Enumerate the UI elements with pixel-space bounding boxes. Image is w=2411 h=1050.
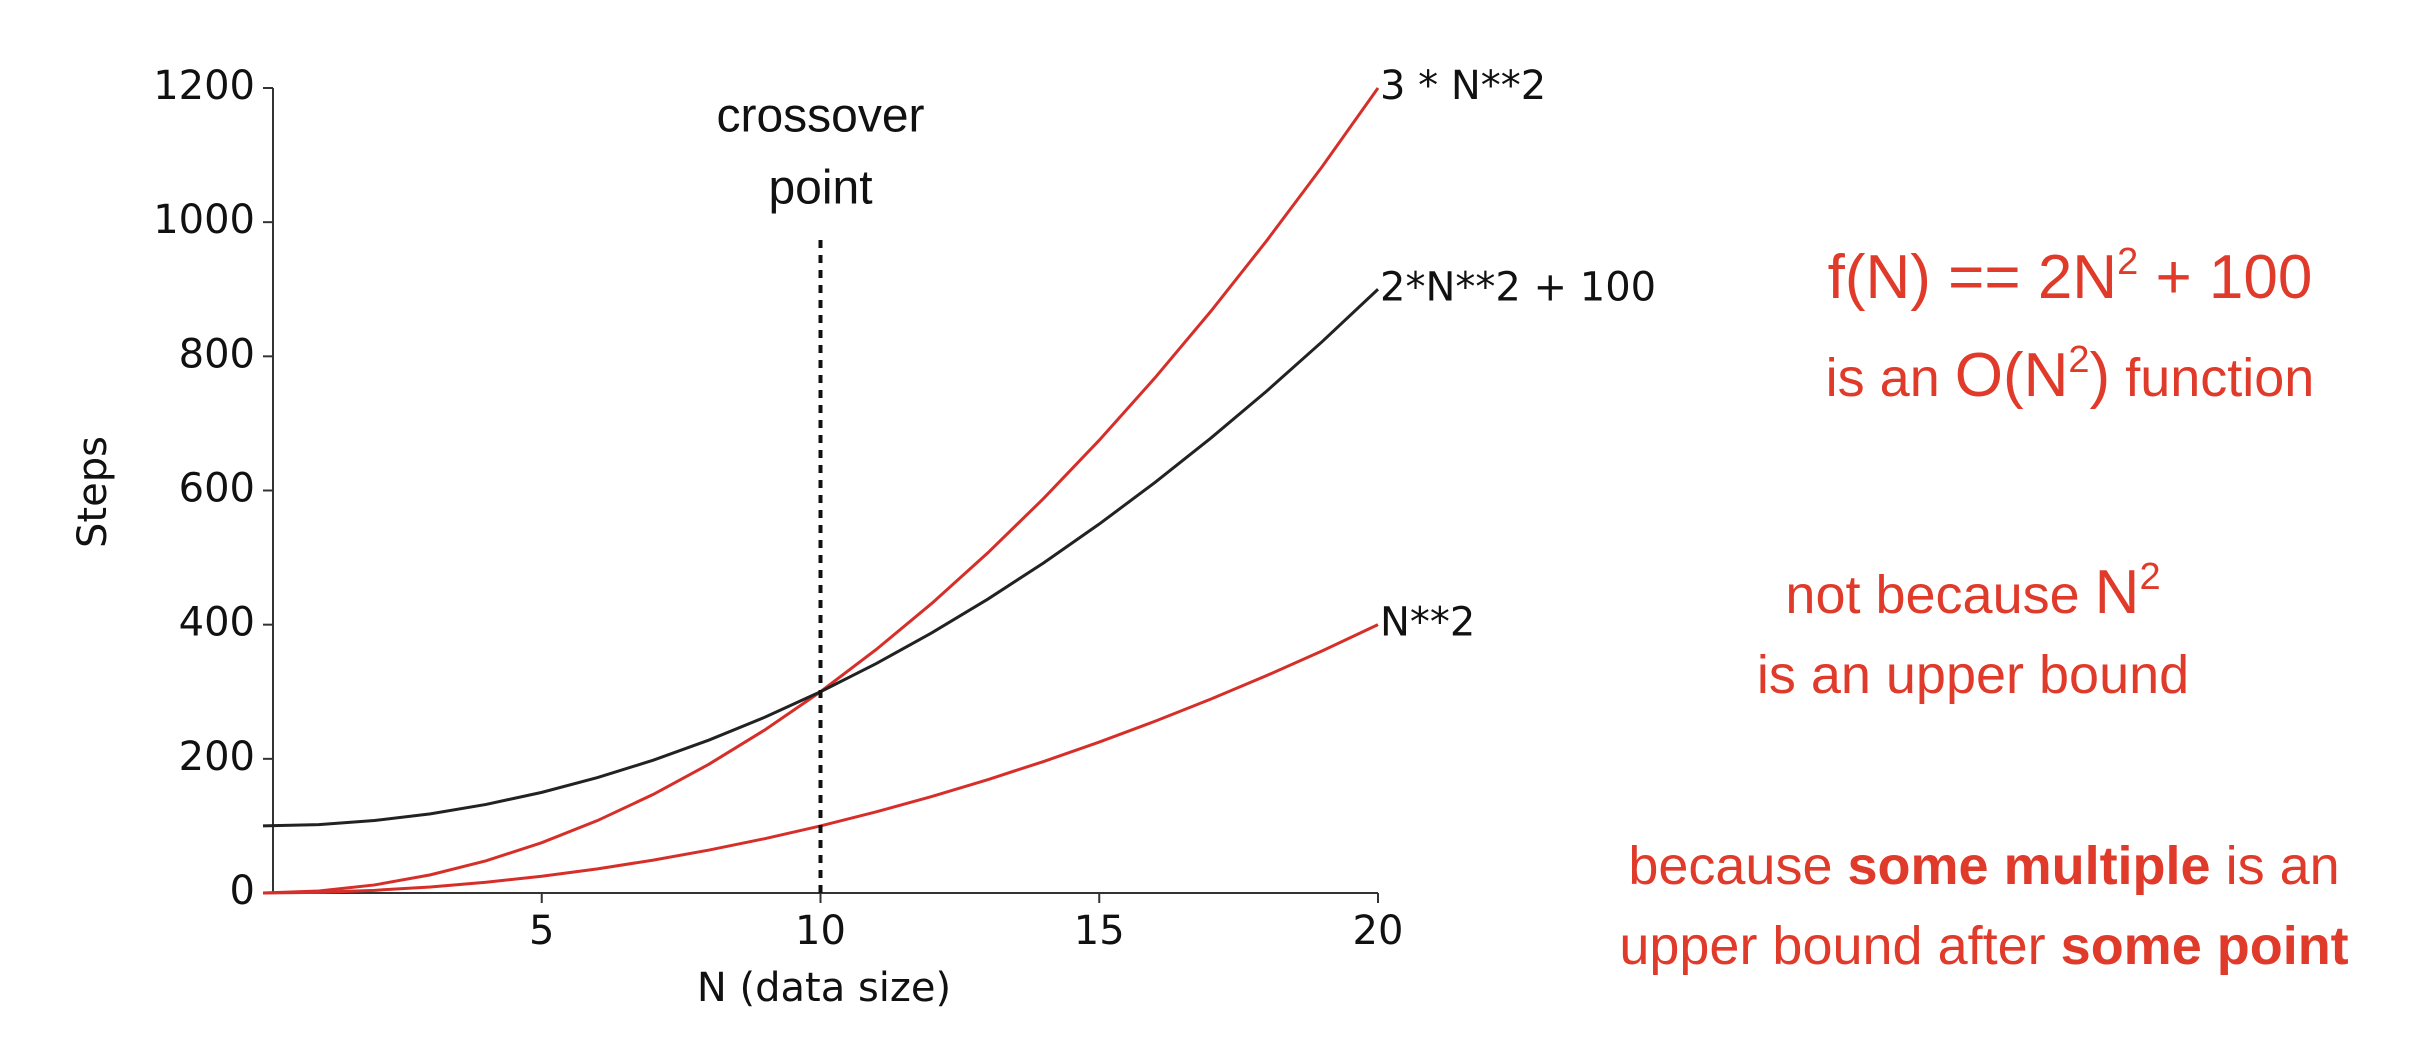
note-text: function	[2110, 348, 2315, 408]
note-text: is an upper bound	[1756, 645, 2190, 705]
note-text: O(N	[1954, 341, 2069, 410]
note-line: not because N2	[1600, 537, 2346, 635]
y-tick-label: 1000	[153, 197, 255, 243]
series-label: N**2	[1380, 600, 1475, 646]
note-line: is an upper bound	[1600, 635, 2346, 715]
note-text: f(N) == 2N	[1827, 243, 2118, 312]
x-tick-label: 20	[1353, 908, 1404, 954]
y-tick-label: 1200	[153, 63, 255, 109]
note: f(N) == 2N2 + 100 is an O(N2) function	[1690, 222, 2411, 418]
note-text: 2	[2068, 339, 2090, 381]
y-tick-label: 800	[179, 331, 255, 377]
x-tick-label: 5	[529, 908, 554, 954]
note-text: upper bound after	[1619, 916, 2061, 976]
y-tick-label: 400	[179, 600, 255, 646]
x-tick-label: 15	[1074, 908, 1125, 954]
note-text: some multiple	[1847, 836, 2211, 896]
x-tick-label: 10	[795, 908, 846, 954]
annotation-text: point	[768, 162, 872, 215]
y-tick-label: 600	[179, 466, 255, 512]
note-line: is an O(N2) function	[1690, 320, 2411, 418]
note: not because N2 is an upper bound	[1600, 537, 2346, 715]
series-label: 3 * N**2	[1380, 63, 1546, 109]
y-tick-label: 0	[230, 868, 255, 914]
note-text: N	[2094, 558, 2140, 627]
x-axis-label: N (data size)	[697, 965, 951, 1011]
series-label: 2*N**2 + 100	[1380, 264, 1656, 310]
note-text: )	[2089, 341, 2111, 410]
note-text: not because	[1785, 565, 2095, 625]
note-text: is an	[1825, 348, 1955, 408]
note-text: 2	[2117, 241, 2139, 283]
note-text: some point	[2060, 916, 2349, 976]
note-line: because some multiple is an	[1560, 826, 2408, 906]
note-text: is an	[2210, 836, 2340, 896]
note-line: f(N) == 2N2 + 100	[1690, 222, 2411, 320]
annotation-text: crossover	[716, 90, 924, 143]
note: because some multiple is an upper bound a…	[1560, 826, 2408, 986]
y-axis-label: Steps	[70, 436, 116, 548]
note-line: upper bound after some point	[1560, 906, 2408, 986]
y-tick-label: 200	[179, 734, 255, 780]
note-text: because	[1628, 836, 1848, 896]
note-text: + 100	[2138, 243, 2313, 312]
note-text: 2	[2139, 556, 2161, 598]
